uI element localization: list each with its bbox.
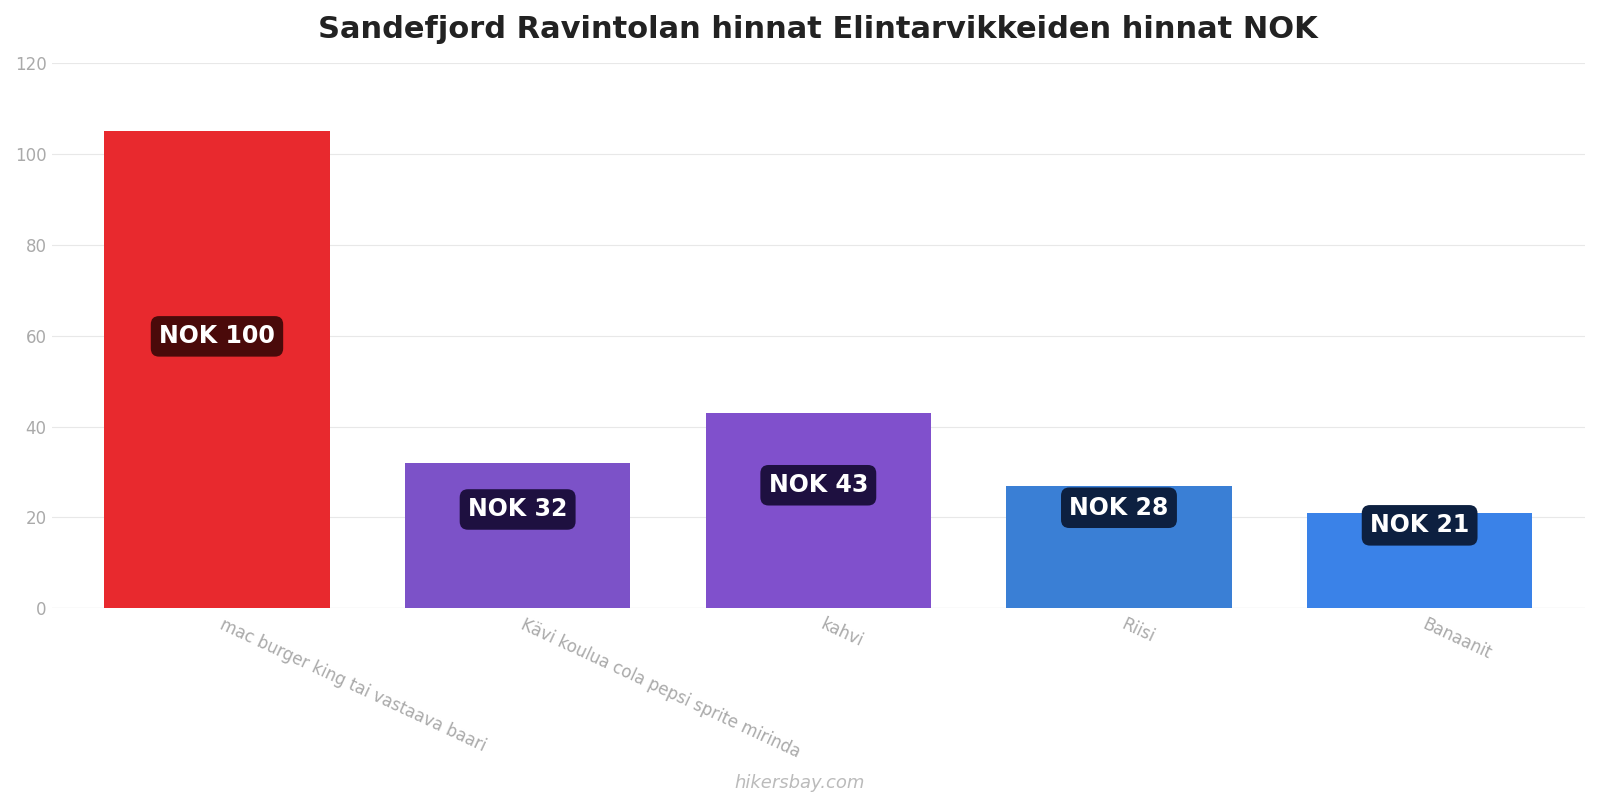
Text: hikersbay.com: hikersbay.com — [734, 774, 866, 792]
Text: NOK 43: NOK 43 — [768, 474, 867, 498]
Bar — [104, 131, 330, 608]
Bar — [1006, 486, 1232, 608]
Text: NOK 32: NOK 32 — [467, 498, 568, 522]
Text: NOK 28: NOK 28 — [1069, 496, 1168, 520]
Bar — [1307, 513, 1533, 608]
Bar — [706, 413, 931, 608]
Text: NOK 21: NOK 21 — [1370, 514, 1469, 538]
Title: Sandefjord Ravintolan hinnat Elintarvikkeiden hinnat NOK: Sandefjord Ravintolan hinnat Elintarvikk… — [318, 15, 1318, 44]
Text: NOK 100: NOK 100 — [158, 324, 275, 348]
Bar — [405, 463, 630, 608]
